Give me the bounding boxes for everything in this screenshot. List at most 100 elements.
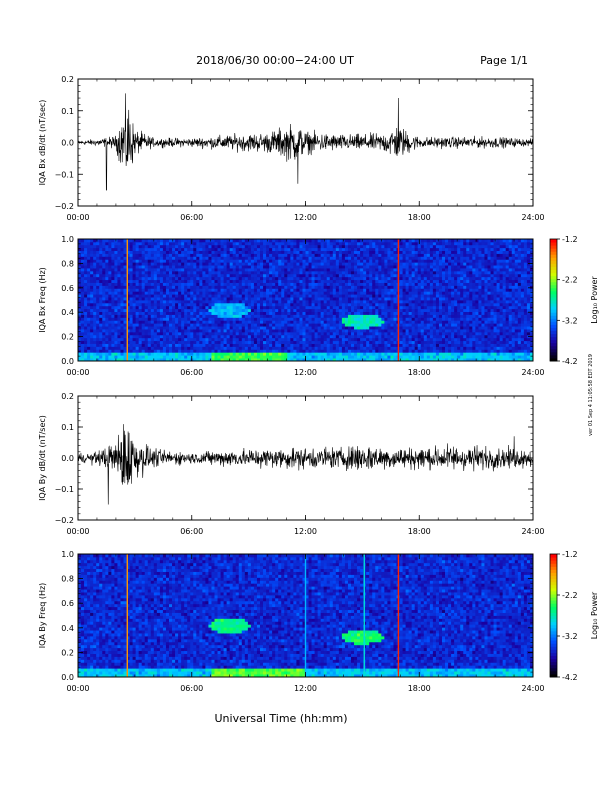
heatmap-cell — [221, 355, 224, 358]
heatmap-cell — [272, 297, 275, 300]
heatmap-cell — [284, 245, 287, 248]
heatmap-cell — [148, 245, 151, 248]
heatmap-cell — [245, 326, 248, 329]
heatmap-cell — [221, 344, 224, 347]
heatmap-cell — [421, 283, 424, 286]
heatmap-cell — [278, 256, 281, 259]
heatmap-cell — [111, 268, 114, 271]
heatmap-cell — [296, 254, 299, 257]
heatmap-cell — [378, 338, 381, 341]
heatmap-cell — [218, 341, 221, 344]
heatmap-cell — [245, 300, 248, 303]
heatmap-cell — [163, 329, 166, 332]
heatmap-cell — [418, 326, 421, 329]
heatmap-cell — [130, 283, 133, 286]
heatmap-cell — [393, 283, 396, 286]
heatmap-cell — [348, 317, 351, 320]
heatmap-cell — [205, 323, 208, 326]
heatmap-cell — [254, 303, 257, 306]
heatmap-cell — [181, 329, 184, 332]
heatmap-cell — [412, 323, 415, 326]
heatmap-cell — [227, 245, 230, 248]
heatmap-cell — [111, 329, 114, 332]
heatmap-cell — [190, 254, 193, 257]
heatmap-cell — [412, 349, 415, 352]
heatmap-cell — [166, 335, 169, 338]
heatmap-cell — [287, 349, 290, 352]
heatmap-cell — [296, 259, 299, 262]
heatmap-cell — [142, 335, 145, 338]
heatmap-cell — [284, 242, 287, 245]
heatmap-cell — [221, 288, 224, 291]
heatmap-cell — [78, 254, 81, 257]
heatmap-cell — [196, 344, 199, 347]
heatmap-cell — [193, 317, 196, 320]
heatmap-cell — [142, 285, 145, 288]
heatmap-cell — [184, 259, 187, 262]
heatmap-cell — [375, 251, 378, 254]
heatmap-cell — [333, 288, 336, 291]
heatmap-cell — [324, 265, 327, 268]
heatmap-cell — [375, 309, 378, 312]
heatmap-cell — [293, 309, 296, 312]
heatmap-cell — [290, 268, 293, 271]
heatmap-cell — [390, 248, 393, 251]
heatmap-cell — [351, 355, 354, 358]
heatmap-cell — [348, 265, 351, 268]
heatmap-cell — [403, 277, 406, 280]
heatmap-cell — [224, 344, 227, 347]
heatmap-cell — [312, 271, 315, 274]
heatmap-cell — [290, 346, 293, 349]
heatmap-cell — [281, 323, 284, 326]
heatmap-cell — [133, 285, 136, 288]
heatmap-cell — [309, 303, 312, 306]
heatmap-cell — [354, 317, 357, 320]
heatmap-cell — [409, 315, 412, 318]
heatmap-cell — [424, 291, 427, 294]
heatmap-cell — [363, 280, 366, 283]
heatmap-cell — [409, 256, 412, 259]
page-number: Page 1/1 — [480, 54, 528, 67]
heatmap-cell — [124, 288, 127, 291]
heatmap-cell — [181, 283, 184, 286]
heatmap-cell — [105, 291, 108, 294]
heatmap-cell — [403, 306, 406, 309]
heatmap-cell — [211, 242, 214, 245]
heatmap-cell — [99, 320, 102, 323]
heatmap-cell — [299, 291, 302, 294]
heatmap-cell — [427, 309, 430, 312]
heatmap-cell — [369, 283, 372, 286]
heatmap-cell — [339, 262, 342, 265]
heatmap-cell — [190, 352, 193, 355]
heatmap-cell — [254, 288, 257, 291]
heatmap-cell — [145, 288, 148, 291]
heatmap-cell — [293, 338, 296, 341]
heatmap-cell — [114, 303, 117, 306]
heatmap-cell — [290, 352, 293, 355]
heatmap-cell — [363, 335, 366, 338]
heatmap-cell — [290, 320, 293, 323]
heatmap-cell — [96, 341, 99, 344]
heatmap-cell — [224, 297, 227, 300]
heatmap-cell — [139, 315, 142, 318]
heatmap-cell — [309, 256, 312, 259]
heatmap-cell — [211, 355, 214, 358]
heatmap-cell — [263, 291, 266, 294]
heatmap-cell — [309, 320, 312, 323]
heatmap-cell — [378, 285, 381, 288]
heatmap-cell — [218, 294, 221, 297]
heatmap-cell — [400, 256, 403, 259]
heatmap-cell — [108, 309, 111, 312]
heatmap-cell — [227, 326, 230, 329]
heatmap-cell — [357, 297, 360, 300]
heatmap-cell — [309, 271, 312, 274]
heatmap-cell — [333, 265, 336, 268]
heatmap-cell — [309, 309, 312, 312]
heatmap-cell — [387, 283, 390, 286]
heatmap-cell — [324, 277, 327, 280]
y-axis-title: IQA Bx dB/dt (nT/sec) — [38, 100, 47, 186]
heatmap-cell — [254, 277, 257, 280]
heatmap-cell — [248, 271, 251, 274]
heatmap-cell — [181, 285, 184, 288]
heatmap-cell — [196, 242, 199, 245]
